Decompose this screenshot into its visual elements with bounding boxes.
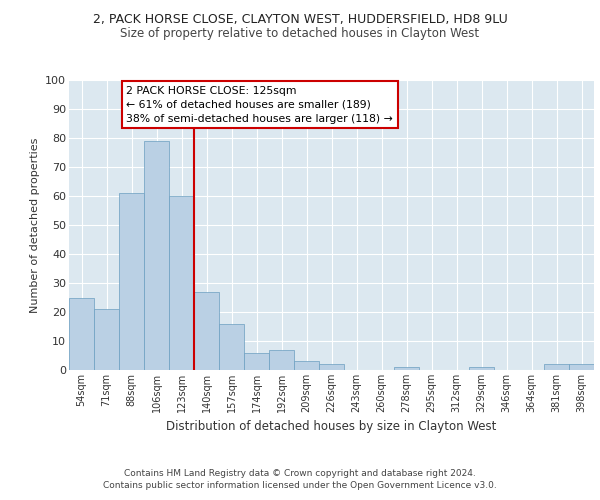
Bar (94, 309, 119, 370)
Bar (194, 292, 219, 370)
Bar (544, 364, 569, 370)
Bar (469, 367, 494, 370)
Bar (394, 367, 419, 370)
Bar (294, 362, 319, 370)
Bar (69, 298, 94, 370)
Text: 2, PACK HORSE CLOSE, CLAYTON WEST, HUDDERSFIELD, HD8 9LU: 2, PACK HORSE CLOSE, CLAYTON WEST, HUDDE… (92, 12, 508, 26)
Y-axis label: Number of detached properties: Number of detached properties (29, 138, 40, 312)
Bar (569, 364, 594, 370)
Bar (219, 324, 244, 370)
Text: Size of property relative to detached houses in Clayton West: Size of property relative to detached ho… (121, 28, 479, 40)
X-axis label: Distribution of detached houses by size in Clayton West: Distribution of detached houses by size … (166, 420, 497, 434)
Text: Contains HM Land Registry data © Crown copyright and database right 2024.
Contai: Contains HM Land Registry data © Crown c… (103, 468, 497, 490)
Bar (269, 350, 294, 370)
Bar (244, 352, 269, 370)
Bar (319, 364, 344, 370)
Bar (144, 141, 169, 370)
Bar (119, 193, 144, 370)
Bar (169, 196, 194, 370)
Text: 2 PACK HORSE CLOSE: 125sqm
← 61% of detached houses are smaller (189)
38% of sem: 2 PACK HORSE CLOSE: 125sqm ← 61% of deta… (127, 86, 393, 124)
